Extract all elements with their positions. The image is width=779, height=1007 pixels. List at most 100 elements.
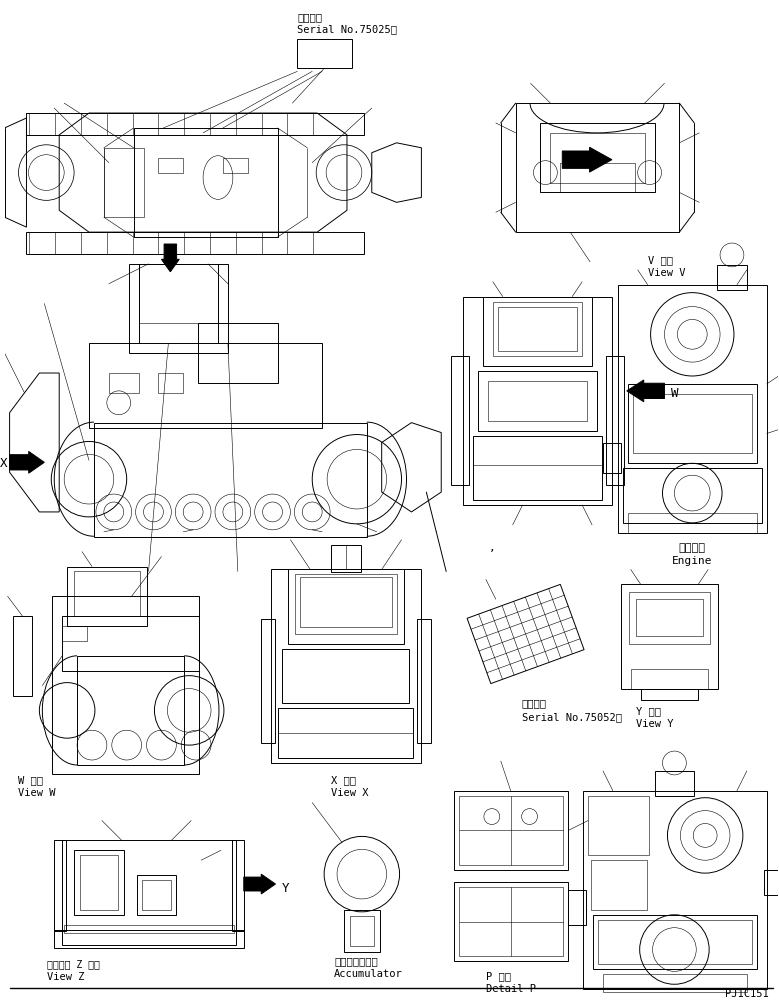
Text: エンジン: エンジン (679, 543, 706, 553)
Bar (633, 394, 752, 453)
Polygon shape (244, 874, 276, 894)
Bar (717, 265, 747, 290)
Bar (459, 796, 563, 865)
Bar (568, 890, 586, 924)
Bar (55, 929, 244, 948)
Bar (640, 689, 698, 701)
Bar (158, 158, 183, 172)
Bar (298, 38, 352, 68)
Bar (603, 975, 747, 992)
Text: －・－－ Z 　視: －・－－ Z 視 (48, 960, 100, 970)
Bar (74, 850, 124, 914)
Bar (64, 924, 234, 932)
Bar (454, 790, 568, 870)
Bar (763, 870, 778, 895)
Bar (598, 919, 752, 965)
Bar (583, 790, 767, 989)
Text: W 　視: W 視 (18, 774, 43, 784)
Bar (89, 343, 323, 428)
Bar (454, 882, 568, 962)
Text: View Y: View Y (636, 719, 673, 729)
Text: View V: View V (647, 268, 685, 278)
Polygon shape (562, 147, 612, 172)
Bar (261, 619, 274, 743)
Text: Accumulator: Accumulator (334, 970, 403, 980)
Bar (26, 113, 364, 135)
Bar (279, 708, 414, 758)
Bar (631, 669, 708, 689)
Bar (55, 841, 66, 930)
Bar (62, 626, 87, 640)
Polygon shape (627, 380, 664, 402)
Bar (288, 570, 404, 643)
Bar (603, 443, 621, 473)
Text: 適用号機: 適用号機 (298, 12, 323, 22)
Text: 適用号機: 適用号機 (522, 699, 547, 709)
Bar (493, 301, 582, 356)
Bar (52, 596, 199, 774)
Text: ,: , (489, 543, 495, 553)
Text: アキュムレータ: アキュムレータ (334, 957, 378, 967)
Bar (459, 887, 563, 957)
Bar (134, 128, 277, 237)
Bar (451, 356, 469, 485)
Bar (623, 468, 762, 523)
Bar (621, 584, 718, 689)
Bar (606, 356, 624, 485)
Text: Detail P: Detail P (486, 984, 536, 994)
Text: X: X (0, 457, 8, 470)
Bar (628, 513, 756, 533)
Bar (232, 841, 244, 930)
Text: Serial No.75025～: Serial No.75025～ (298, 24, 397, 34)
Bar (139, 264, 218, 323)
Bar (129, 264, 228, 353)
Bar (483, 297, 592, 367)
Bar (344, 910, 379, 952)
Bar (223, 158, 248, 172)
Text: PJ1C151: PJ1C151 (725, 989, 769, 999)
Bar (142, 880, 171, 910)
Bar (109, 373, 139, 393)
Bar (62, 841, 236, 945)
Bar (198, 323, 277, 383)
Bar (654, 771, 694, 796)
Bar (331, 545, 361, 572)
Polygon shape (9, 451, 44, 473)
Text: Y: Y (281, 882, 289, 895)
Bar (541, 123, 654, 192)
Text: Serial No.75052～: Serial No.75052～ (522, 712, 622, 722)
Bar (488, 381, 587, 421)
Bar (473, 436, 602, 500)
Bar (418, 619, 432, 743)
Bar (628, 384, 756, 463)
Bar (270, 570, 421, 763)
Bar (80, 855, 118, 910)
Bar (62, 616, 199, 671)
Bar (560, 163, 635, 192)
Bar (94, 423, 367, 537)
Polygon shape (161, 244, 179, 272)
Bar (301, 577, 392, 627)
Text: P 詳細: P 詳細 (486, 972, 511, 982)
Bar (629, 592, 710, 643)
Bar (618, 285, 767, 533)
Bar (295, 574, 397, 634)
Text: View W: View W (18, 787, 55, 798)
Bar (136, 875, 176, 914)
Bar (283, 649, 410, 704)
Text: V 　視: V 視 (647, 255, 672, 265)
Text: W: W (671, 387, 679, 400)
Bar (104, 148, 143, 218)
Bar (498, 306, 577, 351)
Text: X 　視: X 視 (331, 774, 356, 784)
Bar (26, 233, 364, 254)
Bar (12, 616, 33, 696)
Bar (478, 371, 597, 431)
Bar (551, 133, 645, 182)
Bar (350, 915, 374, 946)
Bar (593, 914, 756, 970)
Text: Engine: Engine (672, 556, 713, 566)
Bar (77, 656, 184, 765)
Bar (67, 567, 146, 626)
Bar (158, 373, 183, 393)
